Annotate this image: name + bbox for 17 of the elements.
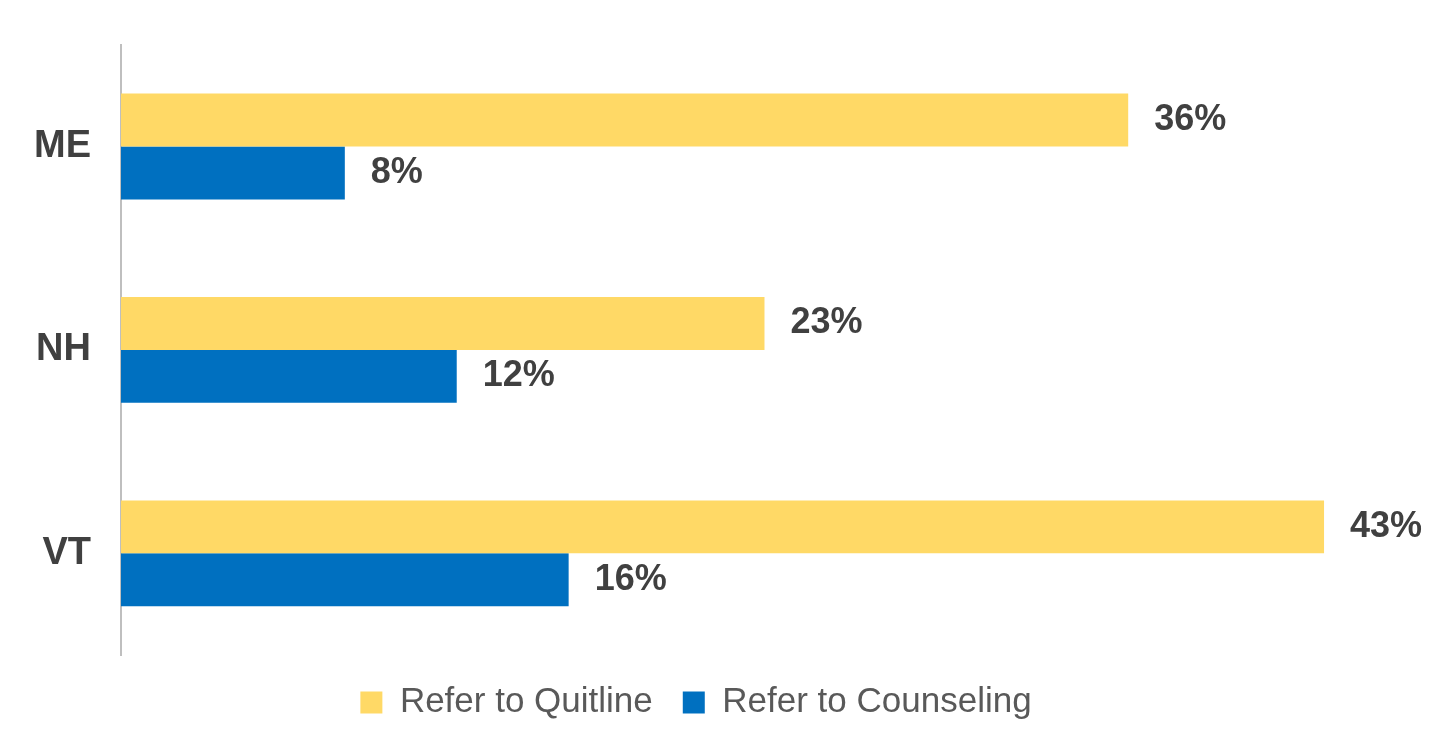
y-tick-label: ME <box>34 122 91 165</box>
bar <box>121 349 457 403</box>
legend-label: Refer to Quitline <box>399 680 653 720</box>
bar <box>121 500 1325 554</box>
bar <box>121 297 765 350</box>
legend-label: Refer to Counseling <box>722 680 1032 720</box>
bar <box>121 146 345 200</box>
data-label: 16% <box>594 556 667 598</box>
y-tick-label: NH <box>36 326 91 369</box>
data-label: 43% <box>1350 503 1423 545</box>
data-label: 36% <box>1154 96 1227 138</box>
y-tick-label: VT <box>42 529 91 572</box>
bar <box>121 553 569 607</box>
data-label: 23% <box>790 300 863 342</box>
data-label: 12% <box>482 353 555 395</box>
bar <box>121 93 1129 147</box>
data-label: 8% <box>370 149 423 191</box>
